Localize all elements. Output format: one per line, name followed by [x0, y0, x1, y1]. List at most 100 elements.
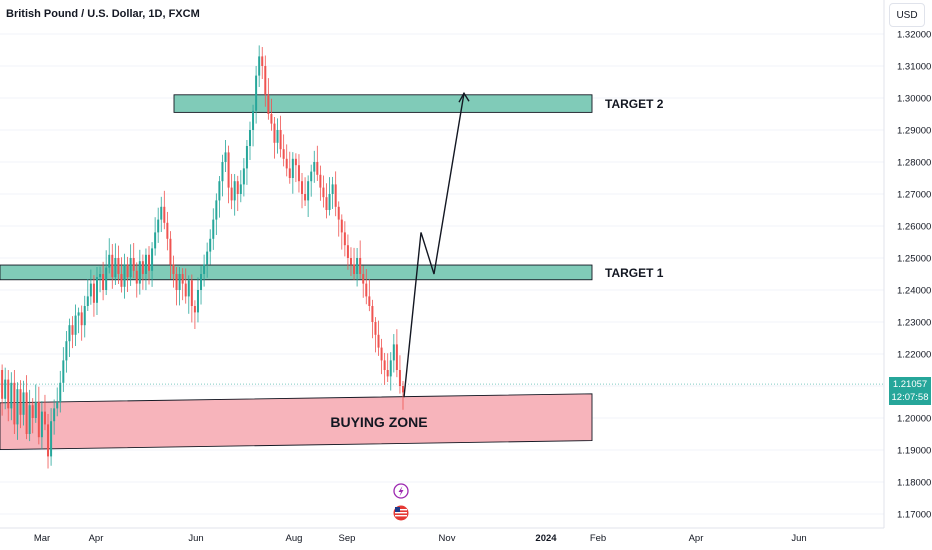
candle-body [377, 334, 380, 348]
candle-body [77, 312, 80, 316]
x-tick-label: Feb [590, 533, 606, 544]
candle-body [43, 411, 46, 425]
y-tick-label: 1.26000 [897, 222, 931, 233]
candle-body [258, 56, 261, 76]
candle-body [200, 274, 203, 290]
candle-body [242, 168, 245, 185]
currency-button[interactable]: USD [889, 3, 925, 27]
candle-body [380, 347, 383, 361]
candle-body [22, 392, 25, 415]
candle-body [65, 341, 68, 361]
candle-body [337, 206, 340, 220]
candle-body [154, 232, 157, 249]
projection-arrowhead [458, 91, 470, 103]
candle-body [224, 152, 227, 162]
candle-body [236, 181, 239, 194]
candle-body [374, 322, 377, 335]
target-1-zone [0, 264, 593, 281]
candle-body [117, 258, 120, 274]
y-tick-label: 1.27000 [897, 190, 931, 201]
y-tick-label: 1.23000 [897, 318, 931, 329]
candle-body [362, 274, 365, 284]
candle-body [402, 386, 404, 393]
candle-body [89, 283, 92, 297]
target-2-zone [173, 94, 593, 113]
x-tick-label: Aug [286, 533, 303, 544]
candle-body [86, 296, 89, 306]
candle-body [282, 149, 285, 159]
candle-body [132, 258, 135, 271]
target-2-label: TARGET 2 [605, 97, 664, 111]
candle-body [135, 270, 138, 284]
candles [0, 45, 404, 469]
candle-body [206, 251, 209, 265]
candle-body [328, 194, 331, 210]
candle-body [187, 280, 190, 297]
candle-body [371, 306, 374, 322]
candle-body [203, 264, 206, 274]
x-axis[interactable]: Mar Apr Jun Aug Sep Nov 2024 Feb Apr Jun [0, 527, 884, 544]
candle-body [92, 283, 95, 303]
candle-body [47, 424, 50, 457]
y-tick-label: 1.20000 [897, 414, 931, 425]
candle-body [349, 258, 352, 265]
candle-body [19, 389, 22, 415]
candle-body [105, 267, 108, 290]
candle-body [83, 306, 86, 326]
y-tick-label: 1.32000 [897, 30, 931, 41]
buying-zone-label: BUYING ZONE [330, 414, 427, 430]
candle-body [227, 152, 230, 188]
candle-body [279, 130, 282, 150]
candle-body [178, 274, 181, 290]
candle-body [111, 254, 114, 278]
buying-zone-zone [0, 393, 593, 451]
x-tick-label: Nov [439, 533, 456, 544]
events[interactable] [393, 483, 409, 521]
candle-body [163, 206, 166, 223]
candle-body [71, 325, 74, 335]
candle-body [386, 370, 389, 377]
y-axis[interactable]: 1.32000 1.31000 1.30000 1.29000 1.28000 1.270… [883, 0, 931, 528]
candle-body [294, 158, 297, 166]
candle-body [319, 174, 322, 188]
candle-body [252, 110, 255, 130]
y-tick-label: 1.18000 [897, 478, 931, 489]
candle-body [218, 181, 221, 201]
candle-body [25, 392, 28, 434]
y-tick-label: 1.22000 [897, 350, 931, 361]
lightning-icon[interactable] [393, 483, 409, 499]
y-tick-label: 1.29000 [897, 126, 931, 137]
candle-body [365, 283, 368, 297]
us-flag-icon[interactable] [393, 505, 409, 521]
candle-body [359, 258, 362, 274]
candle-body [16, 389, 19, 425]
candle-body [261, 56, 264, 66]
candle-body [166, 222, 169, 239]
candle-body [53, 408, 56, 422]
candle-body [190, 280, 193, 306]
candle-body [62, 360, 65, 383]
candle-body [144, 254, 147, 274]
x-tick-label: Sep [339, 533, 356, 544]
candle-body [123, 264, 126, 287]
candle-body [301, 181, 304, 194]
candle-body [334, 184, 337, 207]
y-tick-label: 1.19000 [897, 446, 931, 457]
candle-body [181, 274, 184, 284]
y-tick-label: 1.28000 [897, 158, 931, 169]
candle-body [102, 274, 105, 290]
candle-countdown: 12:07:58 [891, 392, 929, 403]
candle-body [331, 184, 334, 194]
candle-body [389, 360, 392, 377]
candle-body [169, 238, 172, 265]
candle-body [148, 254, 151, 271]
candle-body [10, 382, 13, 409]
y-tick-label: 1.25000 [897, 254, 931, 265]
candle-body [40, 411, 43, 438]
candle-body [68, 325, 71, 342]
candle-body [285, 158, 288, 169]
candle-body [383, 360, 386, 370]
candle-body [126, 264, 129, 278]
